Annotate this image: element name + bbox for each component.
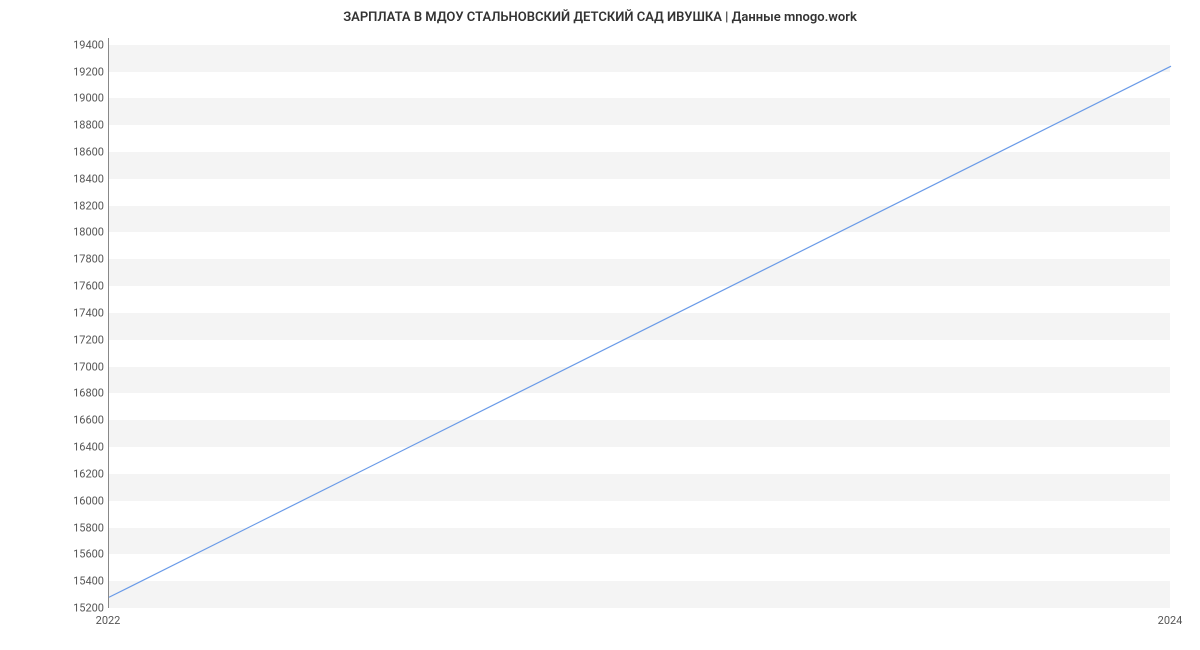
y-tick-label: 18000: [73, 226, 104, 239]
x-tick-label: 2022: [96, 614, 121, 627]
y-tick-label: 18400: [73, 172, 104, 185]
chart-line-layer: [109, 38, 1170, 607]
x-tick-label: 2024: [1158, 614, 1183, 627]
y-tick-label: 19400: [73, 38, 104, 51]
y-tick-label: 17200: [73, 333, 104, 346]
y-tick-label: 15800: [73, 521, 104, 534]
y-tick-label: 16400: [73, 441, 104, 454]
y-tick-label: 17000: [73, 360, 104, 373]
y-tick-label: 19000: [73, 92, 104, 105]
y-tick-label: 18800: [73, 119, 104, 132]
y-tick-label: 15200: [73, 602, 104, 615]
y-tick-label: 19200: [73, 65, 104, 78]
y-tick-label: 17600: [73, 280, 104, 293]
y-tick-label: 16800: [73, 387, 104, 400]
y-tick-label: 17400: [73, 306, 104, 319]
y-tick-label: 17800: [73, 253, 104, 266]
y-tick-label: 15400: [73, 575, 104, 588]
y-tick-label: 18600: [73, 146, 104, 159]
series-line-salary: [109, 66, 1171, 597]
y-tick-label: 16600: [73, 414, 104, 427]
y-tick-label: 16200: [73, 467, 104, 480]
y-tick-label: 15600: [73, 548, 104, 561]
y-tick-label: 16000: [73, 494, 104, 507]
chart-title: ЗАРПЛАТА В МДОУ СТАЛЬНОВСКИЙ ДЕТСКИЙ САД…: [0, 0, 1200, 33]
y-tick-label: 18200: [73, 199, 104, 212]
chart-plot-area: [108, 38, 1170, 608]
